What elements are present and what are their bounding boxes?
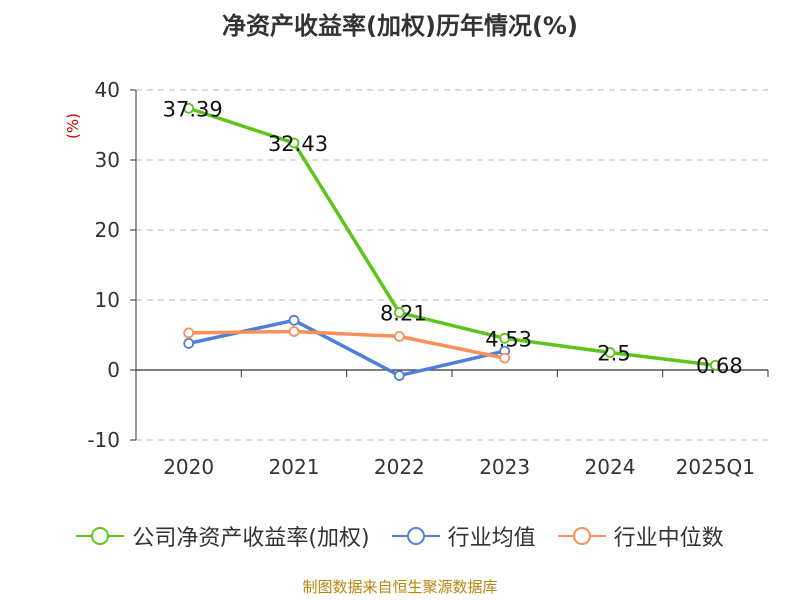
data-label-2022: 8.21 xyxy=(380,302,427,326)
y-tick-label--10: -10 xyxy=(87,428,120,452)
axis-layer: -10 0 10 20 30 40 2020 2021 2022 2023 2024 2025Q1 (%… xyxy=(64,78,769,479)
data-point-0-2020 xyxy=(183,102,195,114)
data-point-2-2020 xyxy=(183,327,195,339)
x-tick-label-2025Q1: 2025Q1 xyxy=(676,455,755,479)
legend-label-company: 公司净资产收益率(加权) xyxy=(132,526,370,551)
legend-item-industry-mean[interactable]: 行业均值 xyxy=(391,520,536,552)
data-point-0-2022 xyxy=(393,307,405,318)
data-label-2025Q1: 0.68 xyxy=(696,354,743,378)
data-point-1-2020 xyxy=(183,337,195,349)
legend: 公司净资产收益率(加权) 行业均值 行业中位数 xyxy=(0,520,800,552)
y-tick-label-10: 10 xyxy=(95,288,120,312)
data-point-1-2021 xyxy=(288,314,300,326)
series-layer xyxy=(183,102,721,382)
data-label-2021: 32.43 xyxy=(268,132,328,156)
source-note: 制图数据来自恒生聚源数据库 xyxy=(302,578,498,596)
grid-layer xyxy=(136,89,768,441)
x-tick-label-2020: 2020 xyxy=(163,455,214,479)
x-tick-label-2021: 2021 xyxy=(269,455,320,479)
data-point-2-2021 xyxy=(288,326,300,337)
legend-label-industry-median: 行业中位数 xyxy=(613,526,724,551)
series-line-0 xyxy=(188,106,716,367)
y-axis-label: (%) xyxy=(64,113,82,139)
x-tick-label-2022: 2022 xyxy=(374,455,425,479)
data-point-2-2023 xyxy=(499,352,511,364)
data-point-2-2022 xyxy=(393,330,405,342)
legend-marker-industry-median xyxy=(557,527,606,545)
chart-title: 净资产收益率(加权)历年情况(%) xyxy=(222,12,578,40)
y-tick-label-20: 20 xyxy=(95,218,120,242)
data-point-1-2022 xyxy=(393,370,405,382)
data-point-0-2023 xyxy=(499,332,511,344)
data-point-0-2024 xyxy=(604,347,616,358)
x-tick-label-2024: 2024 xyxy=(585,455,636,479)
series-line-2 xyxy=(188,329,506,360)
y-tick-label-0: 0 xyxy=(107,358,120,382)
y-tick-label-30: 30 xyxy=(95,148,120,172)
legend-marker-industry-mean xyxy=(391,527,440,545)
data-point-0-2021 xyxy=(288,137,300,149)
data-label-2020: 37.39 xyxy=(163,97,223,121)
legend-label-industry-mean: 行业均值 xyxy=(447,526,536,551)
legend-item-company[interactable]: 公司净资产收益率(加权) xyxy=(76,520,370,552)
legend-marker-company xyxy=(76,527,125,545)
legend-item-industry-median[interactable]: 行业中位数 xyxy=(557,520,724,552)
data-point-0-2025Q1 xyxy=(709,359,721,371)
data-label-2024: 2.5 xyxy=(597,342,630,366)
label-layer: 37.39 32.43 8.21 4.53 2.5 0.68 xyxy=(163,97,743,378)
x-tick-label-2023: 2023 xyxy=(479,455,530,479)
y-tick-label-40: 40 xyxy=(95,78,120,102)
data-label-2023: 4.53 xyxy=(485,327,532,351)
